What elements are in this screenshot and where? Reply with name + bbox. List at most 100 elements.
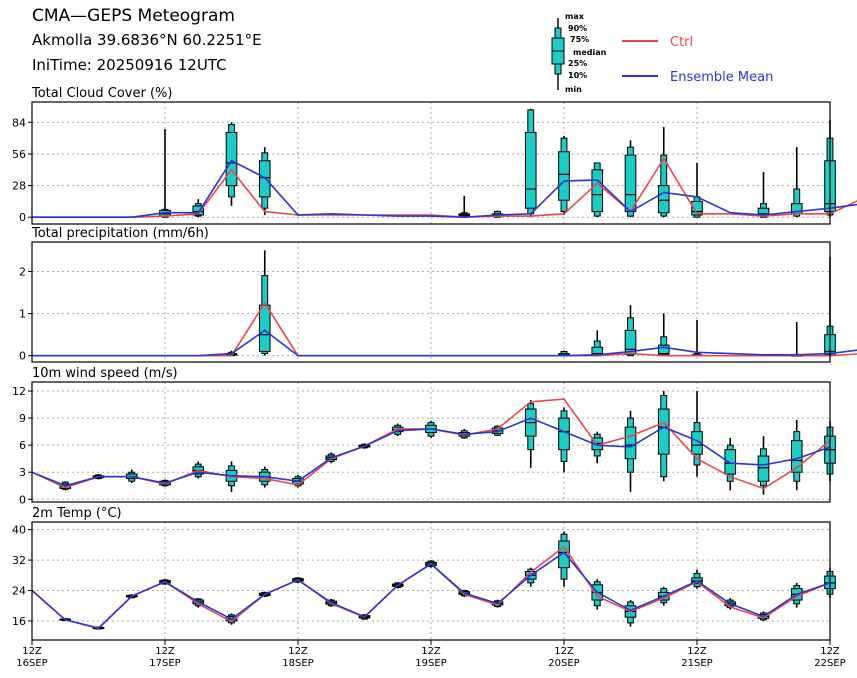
box-inner [225, 132, 238, 187]
init-time-label: IniTime: 20250916 12UTC [32, 56, 227, 74]
box-inner [657, 408, 670, 455]
panel-title: 2m Temp (°C) [32, 506, 122, 521]
box-plot [624, 600, 637, 627]
y-tick-label: 24 [12, 585, 26, 598]
box-plot [790, 419, 803, 491]
legend-box-label: median [573, 48, 607, 57]
panel-1: Total precipitation (mm/6h) 0 1 2 [19, 226, 857, 363]
x-tick-label-time: 12Z [554, 646, 574, 657]
box-plot [591, 330, 604, 357]
x-tick-label-date: 17SEP [149, 658, 180, 669]
box-plot [624, 305, 637, 357]
box-inner [691, 431, 703, 455]
panel-title: Total Cloud Cover (%) [31, 86, 172, 101]
legend: max 90% 75% median 25% 10% min Ctrl Ensemble M… [551, 12, 773, 94]
ensemble-mean-line [32, 329, 857, 357]
box-plot [558, 531, 570, 587]
box-plot [657, 126, 670, 218]
y-tick-label: 12 [12, 385, 26, 398]
x-tick-label-time: 12Z [421, 646, 441, 657]
box-plot [624, 410, 637, 493]
y-tick-label: 28 [12, 180, 26, 193]
box-plot [524, 108, 537, 218]
box-inner [258, 304, 271, 352]
panel-3: 2m Temp (°C) 16 24 32 40 [12, 506, 836, 641]
box-inner [624, 329, 637, 355]
box-inner [657, 344, 670, 356]
panel-title: Total precipitation (mm/6h) [31, 226, 209, 241]
x-tick-label-date: 19SEP [415, 658, 446, 669]
x-tick-label-time: 12Z [288, 646, 308, 657]
ctrl-line [32, 156, 857, 219]
legend-box-label: 10% [568, 71, 587, 80]
box-plot [657, 313, 670, 357]
legend-box-label: min [565, 85, 582, 94]
page-title: CMA—GEPS Meteogram [32, 6, 235, 26]
panel-frame [31, 241, 831, 363]
box-plot [691, 319, 703, 357]
box-inner [624, 154, 637, 213]
box-plot [691, 569, 703, 589]
y-tick-label: 84 [12, 116, 26, 129]
y-tick-label: 56 [12, 148, 26, 161]
panel-0: Total Cloud Cover (%) 0 28 56 84 [12, 86, 857, 225]
x-tick-label-date: 16SEP [16, 658, 47, 669]
box-inner [691, 200, 703, 216]
x-tick-label-date: 21SEP [681, 658, 712, 669]
box-plot [757, 172, 770, 218]
ensemble-mean-line [31, 551, 831, 630]
box-plot [524, 400, 537, 468]
y-tick-label: 0 [19, 211, 26, 224]
box-plot [691, 391, 703, 477]
box-inner [192, 205, 205, 216]
box-plot [591, 431, 604, 464]
box-plot [558, 407, 570, 473]
x-tick-label-time: 12Z [687, 646, 707, 657]
y-tick-label: 9 [19, 412, 26, 425]
legend-box-label: max [565, 12, 585, 21]
y-tick-label: 2 [19, 265, 26, 278]
legend-box-label: 75% [570, 35, 589, 44]
panel-frame [31, 381, 831, 503]
box-inner [591, 169, 604, 213]
box-inner [657, 185, 670, 214]
box-plot [591, 162, 604, 218]
ctrl-line [32, 301, 857, 357]
legend-box-label: 25% [568, 59, 587, 68]
box-plot [524, 567, 537, 587]
box-inner [724, 449, 737, 475]
ensemble-mean-line [32, 159, 857, 219]
y-tick-label: 3 [19, 466, 26, 479]
legend-box-key: max 90% 75% median 25% 10% min [551, 12, 607, 94]
x-tick-label-time: 12Z [820, 646, 840, 657]
box-plot [458, 195, 471, 218]
box-inner [524, 132, 537, 209]
ensemble-mean-line [31, 417, 831, 487]
box-outer [793, 188, 801, 217]
box-plot [192, 199, 205, 218]
box-plot [624, 140, 637, 218]
box-inner [757, 455, 770, 482]
legend-ctrl-label: Ctrl [670, 35, 693, 50]
y-tick-label: 6 [19, 439, 26, 452]
legend-box-label: 90% [568, 24, 587, 33]
x-tick-label-date: 22SEP [814, 658, 845, 669]
panel-frame [31, 101, 831, 225]
box-plot [790, 322, 803, 357]
y-tick-label: 40 [12, 524, 26, 537]
box-plot [159, 129, 171, 218]
box-plot [558, 135, 570, 215]
panel-2: 10m wind speed (m/s) 0 3 6 9 12 [12, 366, 836, 506]
panel-title: 10m wind speed (m/s) [32, 366, 178, 381]
y-tick-label: 0 [19, 350, 26, 363]
location-label: Akmolla 39.6836°N 60.2251°E [32, 31, 262, 49]
x-tick-label-date: 20SEP [548, 658, 579, 669]
box-inner [624, 426, 637, 460]
box-plot [790, 147, 803, 218]
legend-mean-label: Ensemble Mean [670, 70, 773, 85]
x-tick-label-date: 18SEP [282, 658, 313, 669]
x-tick-label-time: 12Z [22, 646, 42, 657]
y-tick-label: 1 [19, 308, 26, 321]
box-plot [691, 163, 703, 218]
